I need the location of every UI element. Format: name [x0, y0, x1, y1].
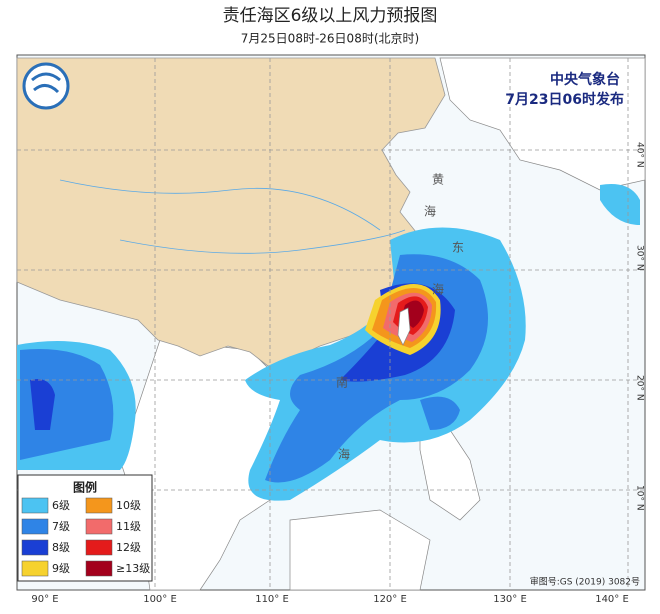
land-northeast — [439, 57, 646, 191]
sea-label: 黄 — [432, 173, 444, 187]
lon-label: 130° E — [493, 594, 527, 605]
sea-label: 海 — [338, 447, 350, 462]
sea-label: 东 — [452, 241, 464, 255]
sea-label: 海 — [432, 282, 444, 297]
legend: 图例 6级 7级 8级 9级 10级 11级 12级 ≥13级 — [17, 474, 153, 582]
legend-label: 8级 — [52, 541, 70, 554]
subtitle: 7月25日08时-26日08时(北京时) — [241, 32, 419, 46]
legend-label: 7级 — [52, 520, 70, 533]
legend-label: 12级 — [116, 541, 141, 554]
legend-label: 11级 — [116, 520, 141, 533]
legend-label: 6级 — [52, 499, 70, 512]
wind-area — [600, 184, 640, 225]
river — [59, 179, 381, 231]
map: 黄 海 东 海 南 海 90° E 100° E 110° E 120° E 1… — [16, 54, 646, 605]
river — [119, 229, 406, 254]
lon-label: 120° E — [373, 594, 407, 605]
legend-swatch — [21, 539, 49, 556]
legend-swatch — [85, 539, 113, 556]
title: 责任海区6级以上风力预报图 — [223, 6, 438, 26]
legend-title: 图例 — [73, 480, 97, 495]
approval-number: 审图号:GS (2019) 3082号 — [530, 576, 640, 588]
legend-swatch — [21, 560, 49, 577]
wind-area — [20, 349, 114, 460]
legend-label: ≥13级 — [116, 562, 150, 575]
issue-time: 7月23日06时发布 — [505, 91, 624, 108]
lon-label: 90° E — [31, 594, 58, 605]
legend-label: 9级 — [52, 562, 70, 575]
sea-label: 南 — [336, 375, 348, 390]
lat-label: 40° N — [635, 142, 645, 168]
legend-label: 10级 — [116, 499, 141, 512]
lon-label: 100° E — [143, 594, 177, 605]
legend-swatch — [21, 497, 49, 514]
lat-label: 20° N — [635, 375, 645, 401]
issuer-name: 中央气象台 — [550, 71, 620, 88]
lon-label: 140° E — [595, 594, 629, 605]
lon-label: 110° E — [255, 594, 289, 605]
lat-label: 10° N — [635, 485, 645, 511]
sea-label: 海 — [424, 204, 436, 219]
lat-label: 30° N — [635, 245, 645, 271]
taiwan — [397, 307, 411, 346]
legend-swatch — [85, 518, 113, 535]
legend-swatch — [85, 560, 113, 577]
wind-area — [420, 396, 460, 430]
graticule — [17, 58, 645, 590]
wind-area — [30, 379, 55, 430]
land-borneo — [289, 509, 431, 591]
legend-swatch — [21, 518, 49, 535]
logo-mark — [31, 72, 61, 94]
legend-swatch — [85, 497, 113, 514]
